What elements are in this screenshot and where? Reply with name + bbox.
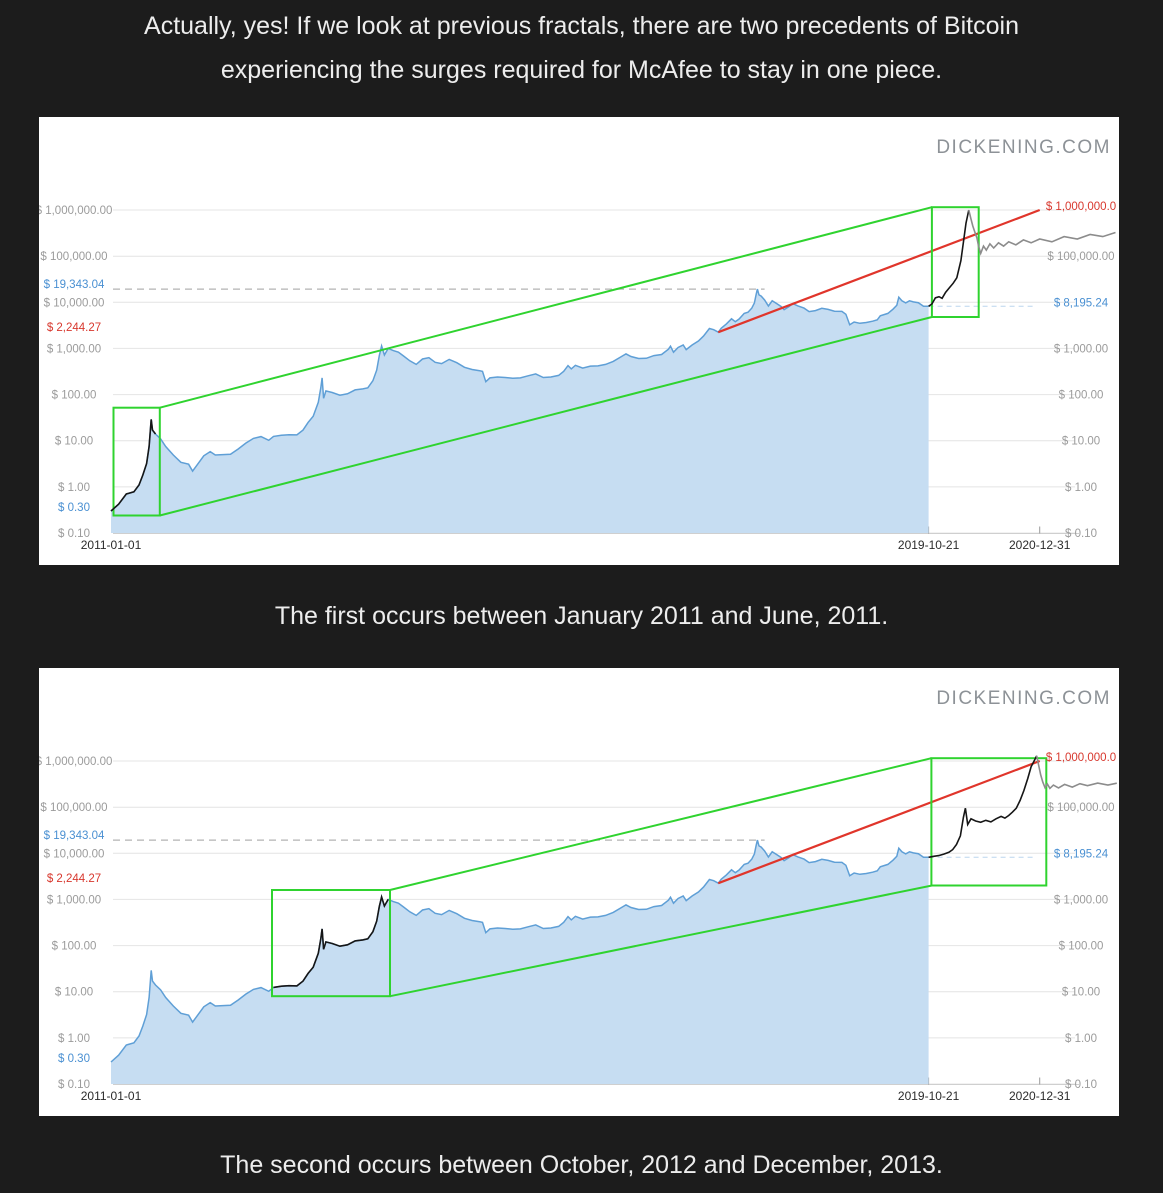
cone-top-line <box>159 206 933 409</box>
caption-second-fractal: The second occurs between October, 2012 … <box>220 1151 943 1179</box>
projection-target-box <box>930 757 1048 887</box>
y-axis-label-right: $ 10.00 <box>1062 987 1100 999</box>
projection-line <box>928 755 1038 859</box>
y-axis-label-right: $ 1.00 <box>1065 482 1097 494</box>
projection-line <box>928 209 970 307</box>
x-axis-label: 2019-10-21 <box>898 1089 960 1103</box>
y-axis-label-right: $ 100.00 <box>1059 941 1104 953</box>
y-axis-label-left: $ 10,000.00 <box>44 848 105 860</box>
chart-panel-second-fractal: $ 1,000,000.00 $ 100,000.00 $ 19,343.04 $ 1… <box>39 668 1119 1116</box>
x-axis-label: 2011-01-01 <box>81 1089 142 1103</box>
y-axis-label-left: $ 1.00 <box>58 1033 90 1045</box>
page-title: Actually, yes! If we look at previous fr… <box>32 4 1132 92</box>
y-axis-label-right: $ 1,000.00 <box>1054 894 1108 906</box>
x-axis-labels: 2011-01-01 2019-10-21 2020-12-31 <box>81 538 1071 552</box>
price-line <box>110 288 929 512</box>
fractal-source-box <box>271 889 391 998</box>
watermark: DICKENING.COM <box>936 137 1111 158</box>
y-axis-label-right: $ 100,000.00 <box>1047 802 1114 814</box>
y-axis-label-left: $ 2,244.27 <box>47 322 101 334</box>
page-title-line-2: experiencing the surges required for McA… <box>220 56 943 84</box>
y-axis-label-left: $ 0.10 <box>58 1079 90 1091</box>
caption-first-fractal: The first occurs between January 2011 an… <box>274 602 889 630</box>
watermark: DICKENING.COM <box>936 688 1111 709</box>
y-axis-label-right: $ 1,000,000.0 <box>1046 752 1116 764</box>
y-axis-label-right: $ 0.10 <box>1065 1079 1097 1091</box>
fractal-source-line <box>110 419 157 512</box>
y-axis-label-left: $ 100.00 <box>52 390 97 402</box>
y-axis-label-left: $ 19,343.04 <box>44 830 105 842</box>
y-axis-label-left: $ 1,000.00 <box>47 894 101 906</box>
y-axis-label-left: $ 100.00 <box>52 941 97 953</box>
y-axis-label-left: $ 1.00 <box>58 482 90 494</box>
y-axis-label-left: $ 0.30 <box>58 502 90 514</box>
projection-target-box <box>930 206 980 318</box>
price-area <box>111 840 929 1084</box>
y-axis-label-left: $ 2,244.27 <box>47 873 101 885</box>
y-axis-label-left: $ 10,000.00 <box>44 297 105 309</box>
fractal-source-box <box>112 406 161 517</box>
page-title-line-1: Actually, yes! If we look at previous fr… <box>144 12 1019 40</box>
y-axis-label-left: $ 10.00 <box>55 987 93 999</box>
price-line <box>110 839 929 1063</box>
x-axis-label: 2011-01-01 <box>81 538 142 552</box>
y-axis-label-right: $ 8,195.24 <box>1054 848 1109 860</box>
x-axis-labels: 2011-01-01 2019-10-21 2020-12-31 <box>81 1089 1071 1103</box>
x-axis-label: 2020-12-31 <box>1009 538 1071 552</box>
red-trend-line <box>717 759 1041 885</box>
cone-bottom-line <box>159 316 933 517</box>
y-axis-label-left: $ 100,000.00 <box>40 251 107 263</box>
y-axis-label-left: $ 1,000,000.00 <box>39 205 112 217</box>
y-axis-label-right: $ 8,195.24 <box>1054 297 1109 309</box>
y-axis-label-right: $ 10.00 <box>1062 436 1100 448</box>
red-trend-line <box>717 208 1041 334</box>
y-axis-label-right: $ 0.10 <box>1065 528 1097 540</box>
y-axis-label-right: $ 100.00 <box>1059 390 1104 402</box>
y-axis-label-right: $ 1,000,000.0 <box>1046 201 1116 213</box>
y-axis-label-left: $ 1,000,000.00 <box>39 756 112 768</box>
y-axis-label-left: $ 19,343.04 <box>44 279 105 291</box>
y-axis-label-right: $ 1,000.00 <box>1054 343 1108 355</box>
y-axis-labels: $ 1,000,000.00 $ 100,000.00 $ 19,343.04 $ 1… <box>39 201 1116 540</box>
y-axis-label-right: $ 100,000.00 <box>1047 251 1114 263</box>
post-peak-line <box>968 209 1116 256</box>
y-axis-label-left: $ 0.10 <box>58 528 90 540</box>
cone-bottom-line <box>389 884 932 998</box>
price-area <box>111 289 929 533</box>
y-axis-label-left: $ 1,000.00 <box>47 343 101 355</box>
x-axis-label: 2019-10-21 <box>898 538 960 552</box>
y-axis-label-left: $ 10.00 <box>55 436 93 448</box>
post-peak-line <box>1035 755 1117 790</box>
chart-panel-first-fractal: $ 1,000,000.00 $ 100,000.00 $ 19,343.04 $ 1… <box>39 117 1119 565</box>
bitcoin-fractal-chart-1: $ 1,000,000.00 $ 100,000.00 $ 19,343.04 $ 1… <box>39 201 1116 552</box>
fractal-source-line <box>273 893 389 989</box>
fractal-projection-overlay <box>271 757 1048 998</box>
fractal-projection-overlay <box>112 206 980 517</box>
cone-top-line <box>389 757 932 891</box>
y-axis-label-left: $ 100,000.00 <box>40 802 107 814</box>
y-axis-labels: $ 1,000,000.00 $ 100,000.00 $ 19,343.04 $ 1… <box>39 752 1116 1091</box>
x-axis-label: 2020-12-31 <box>1009 1089 1071 1103</box>
y-axis-label-right: $ 1.00 <box>1065 1033 1097 1045</box>
bitcoin-fractal-chart-2: $ 1,000,000.00 $ 100,000.00 $ 19,343.04 $ 1… <box>39 752 1117 1103</box>
y-axis-label-left: $ 0.30 <box>58 1053 90 1065</box>
